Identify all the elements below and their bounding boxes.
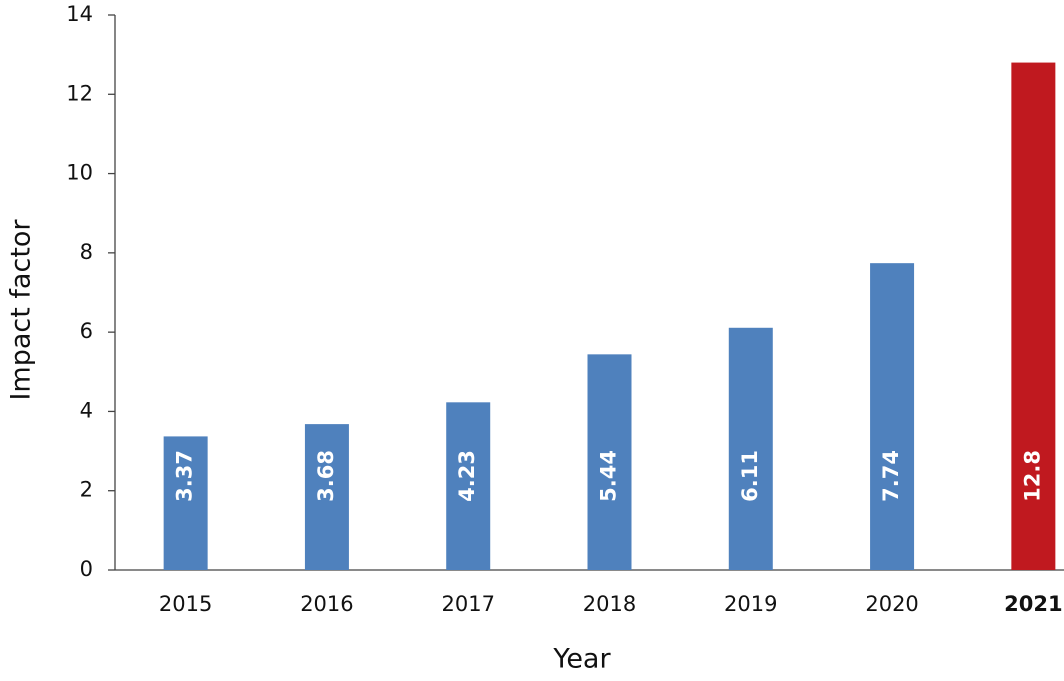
value-label: 5.44: [597, 450, 621, 502]
x-tick-label: 2017: [441, 592, 494, 616]
x-tick-label: 2020: [865, 592, 918, 616]
bar: [304, 424, 349, 570]
value-label: 12.8: [1020, 450, 1044, 502]
x-tick-label: 2018: [583, 592, 636, 616]
x-tick-label: 2015: [159, 592, 212, 616]
x-tick-label: 2016: [300, 592, 353, 616]
bar: [1011, 62, 1056, 570]
y-tick-label: 6: [80, 319, 93, 343]
x-axis-title: Year: [552, 644, 611, 675]
y-tick-label: 2: [80, 478, 93, 502]
x-tick-label: 2021: [1004, 592, 1062, 616]
bar: [446, 402, 491, 570]
bar: [728, 327, 773, 570]
value-label: 4.23: [455, 450, 479, 502]
y-axis-title: Impact factor: [6, 219, 37, 401]
y-tick-label: 12: [66, 81, 93, 105]
y-tick-label: 14: [66, 2, 93, 26]
y-tick-label: 8: [80, 240, 93, 264]
y-tick-label: 0: [80, 557, 93, 581]
bar: [587, 354, 632, 570]
y-tick-label: 10: [66, 161, 93, 185]
bar: [163, 436, 208, 570]
value-label: 7.74: [879, 450, 903, 502]
bar: [870, 263, 915, 570]
value-label: 3.68: [314, 450, 338, 502]
y-tick-label: 4: [80, 398, 93, 422]
x-tick-label: 2019: [724, 592, 777, 616]
value-label: 6.11: [738, 450, 762, 502]
value-label: 3.37: [173, 450, 197, 502]
